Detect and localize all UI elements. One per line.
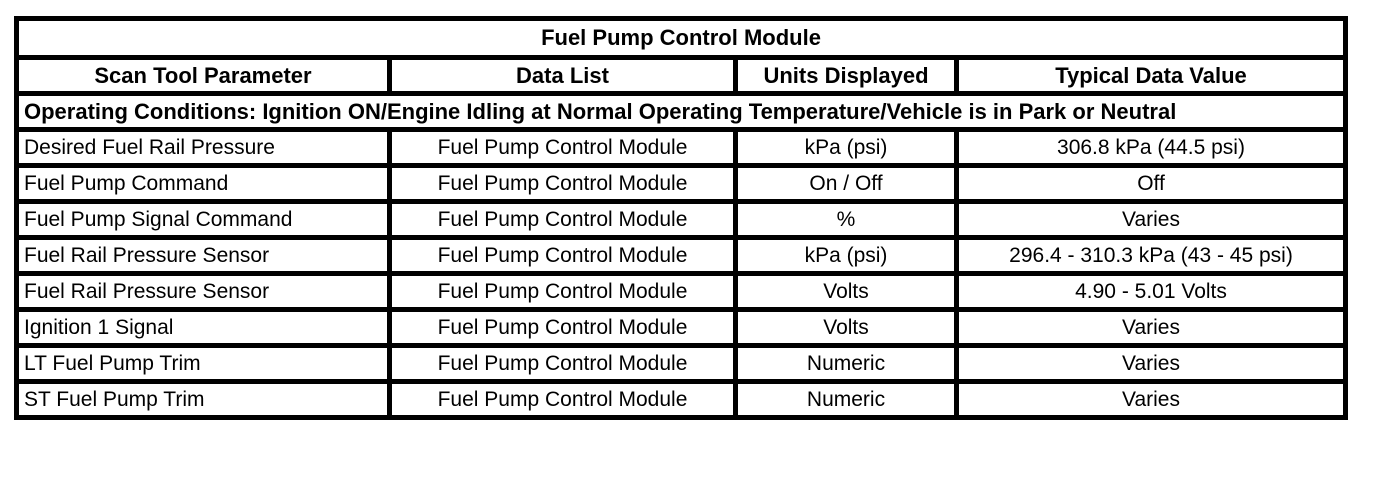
parameter-cell: LT Fuel Pump Trim xyxy=(14,343,392,384)
typical-value-cell: Varies xyxy=(954,199,1348,240)
data-list-cell: Fuel Pump Control Module xyxy=(387,307,738,348)
column-header-data-list: Data List xyxy=(387,55,738,96)
units-cell: kPa (psi) xyxy=(733,235,959,276)
typical-value-cell: Varies xyxy=(954,343,1348,384)
parameter-cell: Fuel Pump Signal Command xyxy=(14,199,392,240)
data-list-cell: Fuel Pump Control Module xyxy=(387,199,738,240)
operating-conditions-text: Operating Conditions: Ignition ON/Engine… xyxy=(14,91,1348,132)
typical-value-cell: 306.8 kPa (44.5 psi) xyxy=(954,127,1348,168)
typical-value-cell: 4.90 - 5.01 Volts xyxy=(954,271,1348,312)
units-cell: Numeric xyxy=(733,379,959,420)
parameter-cell: Fuel Rail Pressure Sensor xyxy=(14,271,392,312)
parameter-cell: ST Fuel Pump Trim xyxy=(14,379,392,420)
typical-value-cell: Varies xyxy=(954,307,1348,348)
table-title: Fuel Pump Control Module xyxy=(14,16,1348,60)
table-row: ST Fuel Pump Trim Fuel Pump Control Modu… xyxy=(14,379,1348,420)
typical-value-cell: Off xyxy=(954,163,1348,204)
column-header-units-displayed: Units Displayed xyxy=(733,55,959,96)
units-cell: Volts xyxy=(733,307,959,348)
operating-conditions-row: Operating Conditions: Ignition ON/Engine… xyxy=(14,91,1348,132)
units-cell: % xyxy=(733,199,959,240)
data-list-cell: Fuel Pump Control Module xyxy=(387,163,738,204)
column-header-scan-tool-parameter: Scan Tool Parameter xyxy=(14,55,392,96)
header-row: Scan Tool Parameter Data List Units Disp… xyxy=(14,55,1348,96)
table-row: Fuel Pump Signal Command Fuel Pump Contr… xyxy=(14,199,1348,240)
typical-value-cell: Varies xyxy=(954,379,1348,420)
units-cell: Volts xyxy=(733,271,959,312)
column-header-typical-data-value: Typical Data Value xyxy=(954,55,1348,96)
data-list-cell: Fuel Pump Control Module xyxy=(387,127,738,168)
parameter-cell: Fuel Rail Pressure Sensor xyxy=(14,235,392,276)
data-list-cell: Fuel Pump Control Module xyxy=(387,235,738,276)
typical-value-cell: 296.4 - 310.3 kPa (43 - 45 psi) xyxy=(954,235,1348,276)
fuel-pump-control-module-table: Fuel Pump Control Module Scan Tool Param… xyxy=(14,16,1348,420)
parameter-cell: Ignition 1 Signal xyxy=(14,307,392,348)
table-row: Fuel Pump Command Fuel Pump Control Modu… xyxy=(14,163,1348,204)
data-list-cell: Fuel Pump Control Module xyxy=(387,271,738,312)
table-row: LT Fuel Pump Trim Fuel Pump Control Modu… xyxy=(14,343,1348,384)
data-list-cell: Fuel Pump Control Module xyxy=(387,379,738,420)
title-row: Fuel Pump Control Module xyxy=(14,16,1348,60)
table-row: Desired Fuel Rail Pressure Fuel Pump Con… xyxy=(14,127,1348,168)
table-row: Ignition 1 Signal Fuel Pump Control Modu… xyxy=(14,307,1348,348)
data-list-cell: Fuel Pump Control Module xyxy=(387,343,738,384)
units-cell: Numeric xyxy=(733,343,959,384)
parameter-cell: Desired Fuel Rail Pressure xyxy=(14,127,392,168)
table-row: Fuel Rail Pressure Sensor Fuel Pump Cont… xyxy=(14,271,1348,312)
units-cell: On / Off xyxy=(733,163,959,204)
units-cell: kPa (psi) xyxy=(733,127,959,168)
parameter-cell: Fuel Pump Command xyxy=(14,163,392,204)
table-row: Fuel Rail Pressure Sensor Fuel Pump Cont… xyxy=(14,235,1348,276)
